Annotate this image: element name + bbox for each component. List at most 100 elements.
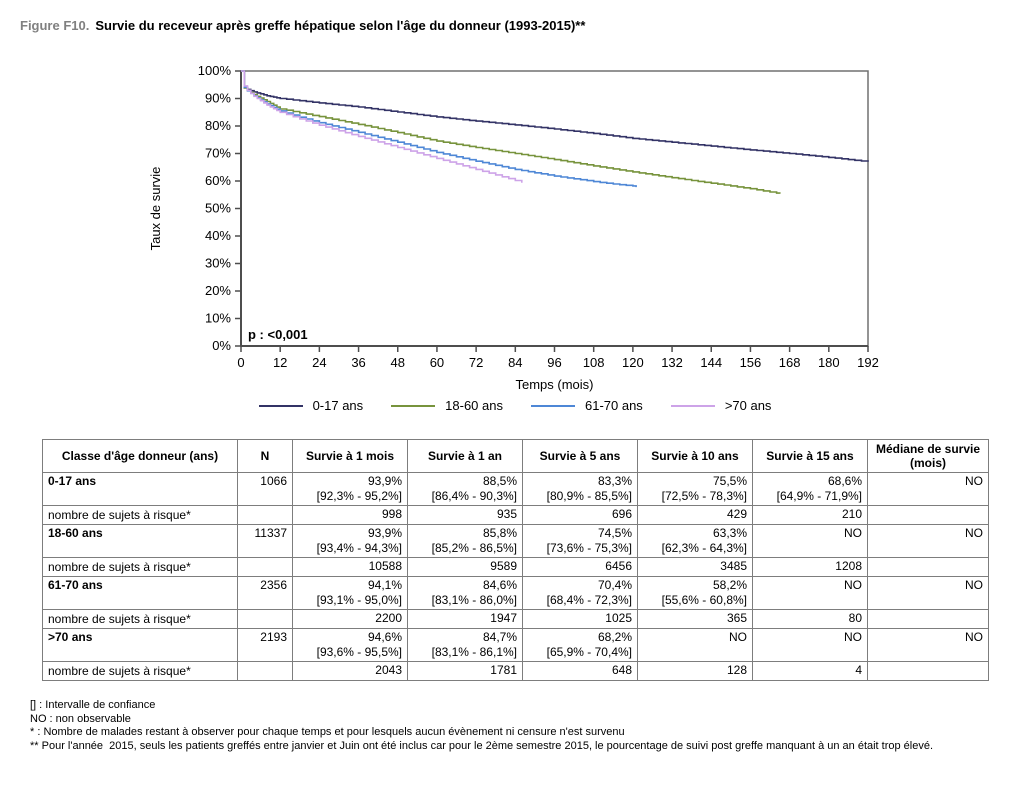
figure-label: Figure F10. — [20, 18, 90, 33]
x-axis-tick-label: 84 — [508, 355, 522, 370]
at-risk-cell: 128 — [637, 661, 753, 681]
confidence-interval: [83,1% - 86,1%] — [431, 645, 517, 659]
y-axis-tick-label: 40% — [205, 228, 231, 243]
survival-cell: 94,6% [93,6% - 95,5%] — [292, 628, 408, 662]
confidence-interval: [93,1% - 95,0%] — [316, 593, 402, 607]
table-header-row: Classe d'âge donneur (ans) N Survie à 1 mo… — [42, 439, 989, 473]
legend-line-swatch — [258, 404, 303, 407]
table-body: 0-17 ans 1066 93,9% [92,3% - 95,2%] 88,5% [86… — [42, 472, 989, 681]
p-value-annotation: p : <0,001 — [248, 327, 308, 342]
empty-cell — [237, 557, 293, 577]
survival-value: 70,4% — [597, 578, 632, 592]
confidence-interval: [83,1% - 86,0%] — [431, 593, 517, 607]
survival-cell: 84,7% [83,1% - 86,1%] — [407, 628, 523, 662]
confidence-interval: [85,2% - 86,5%] — [431, 541, 517, 555]
legend-label: 18-60 ans — [445, 398, 503, 413]
x-axis-tick-label: 168 — [779, 355, 801, 370]
chart-legend: 0-17 ans 18-60 ans 61-70 ans >70 ans — [130, 398, 900, 413]
confidence-interval: [80,9% - 85,5%] — [546, 489, 632, 503]
survival-cell: NO — [752, 524, 868, 558]
y-axis-tick-label: 60% — [205, 173, 231, 188]
at-risk-cell: 2043 — [292, 661, 408, 681]
x-axis-tick-label: 72 — [469, 355, 483, 370]
survival-curve-0-17-ans — [241, 70, 869, 162]
survival-value: 84,7% — [482, 630, 517, 644]
legend-line-swatch — [670, 404, 715, 407]
footnotes: [] : Intervalle de confiance NO : non ob… — [30, 699, 933, 753]
footnote-line: * : Nombre de malades restant à observer… — [30, 726, 625, 738]
n-cell: 2193 — [237, 628, 293, 662]
survival-value: 63,3% — [712, 526, 747, 540]
survival-cell: NO — [752, 628, 868, 662]
table-header-cell-8: Médiane de survie (mois) — [867, 439, 989, 473]
table-header-row: Classe d'âge donneur (ans) N Survie à 1 mo… — [42, 439, 989, 473]
n-cell: 1066 — [237, 472, 293, 506]
survival-value: 75,5% — [712, 474, 747, 488]
at-risk-cell: 4 — [752, 661, 868, 681]
survival-table: Classe d'âge donneur (ans) N Survie à 1 mo… — [42, 439, 989, 681]
table-row-61-70-ans: 61-70 ans 2356 94,1% [93,1% - 95,0%] 84,6% [8… — [42, 576, 989, 610]
at-risk-cell: 3485 — [637, 557, 753, 577]
footnote-line: ** Pour l'année 2015, seuls les patients… — [30, 739, 934, 752]
at-risk-cell: 1781 — [407, 661, 523, 681]
survival-value: 93,9% — [367, 526, 402, 540]
confidence-interval: [86,4% - 90,3%] — [431, 489, 517, 503]
y-axis-tick-label: 100% — [198, 63, 232, 78]
survival-cell: 88,5% [86,4% - 90,3%] — [407, 472, 523, 506]
y-axis-tick-label: 20% — [205, 283, 231, 298]
y-axis-tick-label: 50% — [205, 201, 231, 216]
x-axis-tick-label: 12 — [273, 355, 287, 370]
group-label-cell: 0-17 ans — [42, 472, 238, 506]
figure-title-text: Survie du receveur après greffe hépatiqu… — [95, 18, 586, 33]
y-axis-tick-label: 0% — [212, 338, 231, 353]
x-axis-tick-label: 0 — [237, 355, 244, 370]
x-axis-tick-label: 132 — [661, 355, 683, 370]
survival-cell: 93,9% [93,4% - 94,3%] — [292, 524, 408, 558]
risk-label-cell: nombre de sujets à risque* — [42, 609, 238, 629]
survival-cell: 83,3% [80,9% - 85,5%] — [522, 472, 638, 506]
plot-frame — [240, 70, 869, 347]
legend-label: 0-17 ans — [312, 398, 364, 413]
survival-value: 94,1% — [367, 578, 402, 592]
at-risk-cell: 10588 — [292, 557, 408, 577]
legend-item-1: 0-17 ans — [258, 398, 364, 413]
survival-value: 84,6% — [482, 578, 517, 592]
survival-cell: NO — [637, 628, 753, 662]
empty-cell — [867, 557, 989, 577]
median-cell: NO — [867, 628, 989, 662]
confidence-interval: [73,6% - 75,3%] — [546, 541, 632, 555]
survival-value: 68,2% — [597, 630, 632, 644]
survival-value: 58,2% — [712, 578, 747, 592]
table-header-cell-3: Survie à 1 mois — [292, 439, 408, 473]
table-header-cell-7: Survie à 15 ans — [752, 439, 868, 473]
at-risk-cell: 935 — [407, 505, 523, 525]
survival-chart: 0% 10% 20% 30% 40% 50% 60% 70% 80% 90% 100% 0 12 24 36… — [148, 63, 879, 392]
survival-cell: 93,9% [92,3% - 95,2%] — [292, 472, 408, 506]
empty-cell — [237, 661, 293, 681]
table-header-cell-5: Survie à 5 ans — [522, 439, 638, 473]
x-axis-tick-label: 24 — [312, 355, 326, 370]
survival-curve-18-60-ans — [241, 70, 781, 194]
table-row-at-risk: nombre de sujets à risque* 2200 1947 1025 36… — [42, 609, 989, 629]
table-row-18-60-ans: 18-60 ans 11337 93,9% [93,4% - 94,3%] 85,8%[… — [42, 524, 989, 558]
table-row-at-risk: nombre de sujets à risque* 2043 1781 648 128… — [42, 661, 989, 681]
at-risk-cell: 429 — [637, 505, 753, 525]
legend-item-4: >70 ans — [670, 398, 771, 413]
y-axis-tick-label: 10% — [205, 311, 231, 326]
survival-cell: NO — [752, 576, 868, 610]
at-risk-cell: 6456 — [522, 557, 638, 577]
x-axis-tick-label: 192 — [857, 355, 879, 370]
table-header-cell-2: N — [237, 439, 293, 473]
survival-value: NO — [844, 578, 862, 592]
y-axis-label: Taux de survie — [148, 167, 163, 251]
table-row-at-risk: nombre de sujets à risque* 998 935 696 429 21… — [42, 505, 989, 525]
at-risk-cell: 9589 — [407, 557, 523, 577]
survival-value: 88,5% — [482, 474, 517, 488]
median-cell: NO — [867, 472, 989, 506]
empty-cell — [867, 661, 989, 681]
x-axis-tick-label: 96 — [547, 355, 561, 370]
survival-value: 85,8% — [482, 526, 517, 540]
survival-curve-70-ans — [241, 70, 523, 183]
survival-cell: 85,8% [85,2% - 86,5%] — [407, 524, 523, 558]
survival-value: 94,6% — [367, 630, 402, 644]
